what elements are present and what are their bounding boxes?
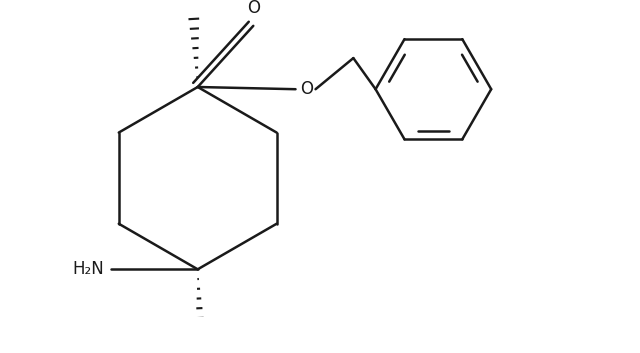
Text: O: O xyxy=(247,0,260,17)
Text: H: H xyxy=(187,0,200,2)
Text: H₂N: H₂N xyxy=(72,260,104,278)
Text: O: O xyxy=(300,80,313,98)
